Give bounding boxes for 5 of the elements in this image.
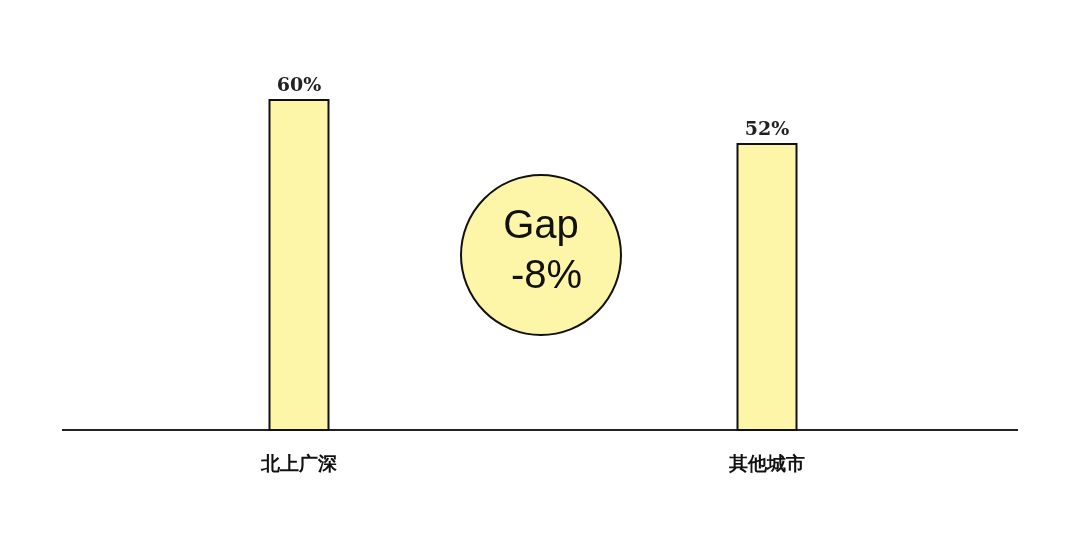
data-label: 60% (276, 73, 322, 95)
x-tick-label: 北上广深 (260, 452, 338, 474)
annotation: Gap -8% (499, 202, 583, 296)
x-tick-label: 其他城市 (728, 452, 805, 474)
data-label: 52% (744, 117, 790, 139)
